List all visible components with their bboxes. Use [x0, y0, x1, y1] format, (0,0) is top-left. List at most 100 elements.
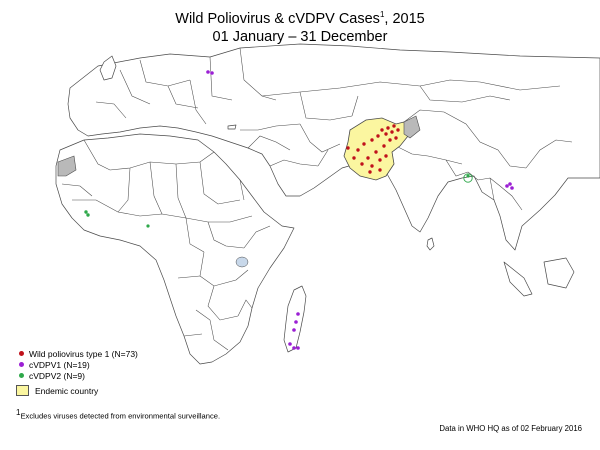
border-line: [240, 123, 301, 131]
legend-swatch-endemic: [16, 385, 29, 396]
border-line: [199, 161, 241, 205]
border-line: [489, 177, 495, 201]
border-line: [299, 123, 341, 153]
legend-item-wpv1: Wild poliovirus type 1 (N=73): [16, 348, 138, 359]
wpv1-case: [386, 126, 390, 130]
wpv1-case: [370, 164, 374, 168]
border-line: [445, 159, 469, 177]
legend-label-cvdpv1: cVDPV1 (N=19): [29, 359, 90, 370]
border-line: [525, 139, 573, 169]
border-line: [61, 183, 93, 197]
cvdpv1-case: [210, 71, 214, 75]
madagascar: [283, 285, 307, 353]
border-line: [419, 85, 511, 103]
title-text: Wild Poliovirus & cVDPV Cases: [175, 10, 380, 27]
wpv1-case: [376, 134, 380, 138]
cvdpv1-case: [508, 182, 512, 186]
border-line: [209, 56, 233, 101]
border-line: [269, 159, 319, 167]
border-line: [95, 101, 127, 119]
wpv1-case: [360, 162, 364, 166]
wpv1-case: [378, 158, 382, 162]
cvdpv1-case: [292, 328, 296, 332]
wpv1-case: [362, 142, 366, 146]
wpv1-case: [374, 150, 378, 154]
legend-item-cvdpv1: cVDPV1 (N=19): [16, 359, 138, 370]
border-line: [189, 79, 207, 125]
wpv1-case: [356, 148, 360, 152]
wpv1-case: [388, 138, 392, 142]
border-line: [119, 69, 151, 105]
cvdpv1-case: [510, 186, 514, 190]
cvdpv1-case: [505, 184, 509, 188]
disputed-kashmir: [403, 115, 421, 139]
wpv1-case: [378, 168, 382, 172]
border-line: [403, 109, 527, 169]
border-line: [237, 299, 253, 317]
wpv1-case: [390, 130, 394, 134]
cvdpv1-case: [206, 70, 210, 74]
border-line: [72, 199, 253, 223]
border-line: [351, 95, 359, 117]
wpv1-case: [384, 132, 388, 136]
africa-landmass: [55, 133, 295, 365]
border-line: [83, 139, 215, 171]
cyprus: [227, 124, 237, 130]
cvdpv2-case: [84, 210, 88, 214]
legend-label-wpv1: Wild poliovirus type 1 (N=73): [29, 348, 138, 359]
wpv1-case: [394, 136, 398, 140]
wpv1-case: [366, 156, 370, 160]
border-line: [175, 163, 187, 219]
border-line: [139, 59, 191, 87]
legend-swatch-cvdpv2: [19, 373, 24, 378]
legend-item-endemic: Endemic country: [16, 385, 138, 396]
wpv1-case: [392, 124, 396, 128]
eurasia-landmass: [67, 43, 600, 251]
title-year: , 2015: [384, 10, 425, 27]
legend-label-endemic: Endemic country: [35, 385, 99, 396]
border-line: [247, 135, 291, 151]
border-line: [207, 285, 239, 321]
border-line: [185, 217, 205, 253]
border-line: [467, 171, 501, 187]
cvdpv1-case: [288, 342, 292, 346]
footnote-text: Excludes viruses detected from environme…: [20, 411, 221, 421]
border-line: [239, 47, 277, 101]
wpv1-case: [370, 138, 374, 142]
footnote-mark: 1: [16, 408, 21, 417]
footnote: 1Excludes viruses detected from environm…: [16, 408, 220, 421]
border-line: [299, 91, 353, 121]
wpv1-case: [346, 146, 350, 150]
borneo: [543, 257, 575, 289]
wpv1-case: [380, 128, 384, 132]
wpv1-case: [396, 128, 400, 132]
border-line: [195, 309, 229, 351]
legend-label-cvdpv2: cVDPV2 (N=9): [29, 370, 85, 381]
sri-lanka: [426, 237, 435, 251]
border-line: [243, 225, 271, 249]
border-line: [177, 275, 201, 279]
border-line: [149, 161, 163, 215]
map-legend: Wild poliovirus type 1 (N=73) cVDPV1 (N=…: [16, 348, 138, 399]
border-line: [317, 149, 329, 167]
cvdpv2-case: [146, 224, 150, 228]
title-line-1: Wild Poliovirus & cVDPV Cases1, 2015: [0, 6, 600, 28]
cvdpv2-case: [86, 213, 90, 217]
border-line: [207, 221, 245, 249]
british-isles: [99, 55, 117, 81]
border-line: [117, 167, 131, 213]
legend-item-cvdpv2: cVDPV2 (N=9): [16, 370, 138, 381]
cvdpv1-case: [292, 346, 296, 350]
wpv1-case: [368, 170, 372, 174]
data-source-credit: Data in WHO HQ as of 02 February 2016: [439, 424, 582, 433]
cvdpv2-cluster-ring: [463, 173, 473, 183]
legend-swatch-wpv1: [19, 351, 24, 356]
border-line: [167, 85, 199, 109]
cvdpv1-case-markers: [206, 70, 514, 350]
wpv1-case: [352, 156, 356, 160]
cvdpv1-case: [296, 312, 300, 316]
lake-victoria: [235, 256, 249, 268]
cvdpv2-case-markers: [84, 174, 470, 228]
border-line: [239, 179, 245, 201]
